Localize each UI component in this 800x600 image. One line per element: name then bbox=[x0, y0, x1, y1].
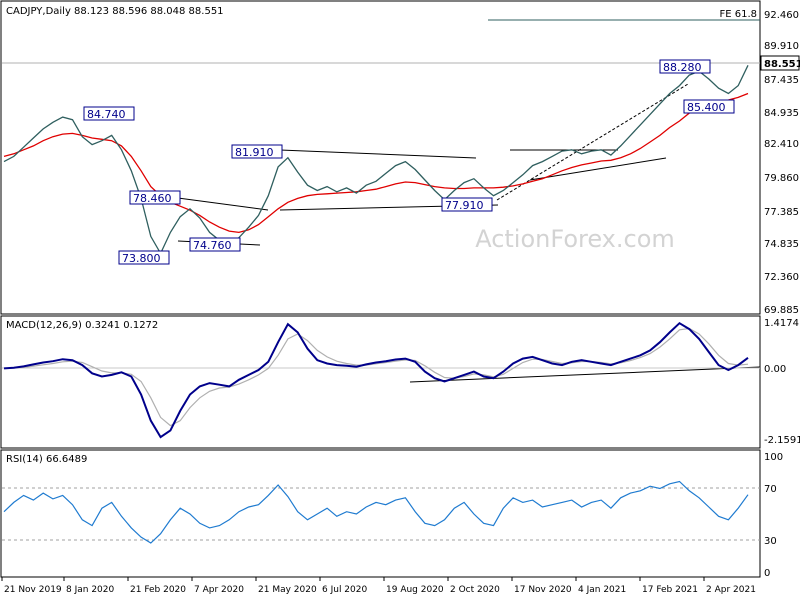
price-tick-label: 87.435 bbox=[764, 75, 799, 86]
price-tick-label: 72.360 bbox=[764, 272, 799, 283]
price-tick-label: 69.885 bbox=[764, 305, 799, 316]
rsi-tick-label: 30 bbox=[764, 536, 777, 547]
rsi-tick-label: 100 bbox=[764, 452, 783, 463]
price-tick-label: 77.385 bbox=[764, 207, 799, 218]
rsi-tick-label: 70 bbox=[764, 484, 777, 495]
macd-tick-label: -2.1591 bbox=[764, 435, 800, 446]
price-tick-label: 92.460 bbox=[764, 10, 799, 21]
x-tick-label: 4 Jan 2021 bbox=[578, 585, 626, 595]
annotation-74760: 74.760 bbox=[193, 239, 232, 252]
price-tick-label: 74.835 bbox=[764, 239, 799, 250]
macd-y-axis: 1.4174 0.00 -2.1591 bbox=[764, 318, 800, 446]
current-price-box bbox=[760, 55, 800, 71]
x-tick-label: 21 Feb 2020 bbox=[130, 585, 186, 595]
annotation-84740: 84.740 bbox=[87, 108, 126, 121]
rsi-y-axis: 100 70 30 0 bbox=[764, 452, 783, 579]
x-axis: 21 Nov 2019 8 Jan 2020 21 Feb 2020 7 Apr 20… bbox=[1, 577, 756, 595]
current-price-value: 88.551 bbox=[764, 59, 800, 70]
price-y-axis: 92.460 89.910 87.435 84.935 82.410 79.86… bbox=[764, 10, 799, 316]
price-tick-label: 89.910 bbox=[764, 41, 799, 52]
annotation-81910: 81.910 bbox=[235, 146, 274, 159]
annotation-78460: 78.460 bbox=[133, 192, 172, 205]
moving-average-line bbox=[3, 92, 749, 234]
x-tick-label: 2 Oct 2020 bbox=[450, 585, 500, 595]
price-tick-label: 84.935 bbox=[764, 108, 799, 119]
annotation-77910: 77.910 bbox=[445, 199, 484, 212]
macd-line bbox=[3, 321, 749, 439]
annotation-73800: 73.800 bbox=[122, 252, 161, 265]
macd-panel-title: MACD(12,26,9) 0.3241 0.1272 bbox=[6, 320, 158, 331]
macd-signal-line bbox=[3, 327, 749, 427]
price-tick-label: 79.860 bbox=[764, 173, 799, 184]
x-tick-label: 19 Aug 2020 bbox=[386, 585, 444, 595]
price-annotations: 84.740 78.460 73.800 74.760 81.910 77.91… bbox=[83, 59, 735, 265]
annotation-85400: 85.400 bbox=[687, 101, 726, 114]
x-tick-label: 2 Apr 2021 bbox=[706, 585, 756, 595]
macd-panel-frame bbox=[0, 315, 761, 449]
price-tick-label: 82.410 bbox=[764, 139, 799, 150]
rsi-panel-title: RSI(14) 66.6489 bbox=[6, 454, 87, 465]
price-panel-title: CADJPY,Daily 88.123 88.596 88.048 88.551 bbox=[6, 6, 224, 17]
rsi-tick-label: 0 bbox=[764, 568, 770, 579]
x-tick-label: 6 Jul 2020 bbox=[322, 585, 367, 595]
macd-tick-label: 1.4174 bbox=[764, 318, 799, 329]
price-line bbox=[3, 65, 749, 255]
watermark: ActionForex.com bbox=[475, 225, 675, 253]
x-tick-label: 21 Nov 2019 bbox=[4, 585, 62, 595]
x-tick-label: 8 Jan 2020 bbox=[66, 585, 114, 595]
rsi-panel-frame bbox=[0, 449, 761, 578]
macd-tick-label: 0.00 bbox=[764, 364, 786, 375]
x-tick-label: 21 May 2020 bbox=[258, 585, 317, 595]
annotation-88280: 88.280 bbox=[663, 61, 702, 74]
x-tick-label: 7 Apr 2020 bbox=[194, 585, 244, 595]
x-tick-label: 17 Feb 2021 bbox=[642, 585, 698, 595]
price-panel-frame bbox=[0, 0, 761, 315]
fib-extension-label: FE 61.8 bbox=[719, 9, 757, 20]
x-tick-label: 17 Nov 2020 bbox=[514, 585, 572, 595]
rsi-line bbox=[3, 480, 749, 544]
